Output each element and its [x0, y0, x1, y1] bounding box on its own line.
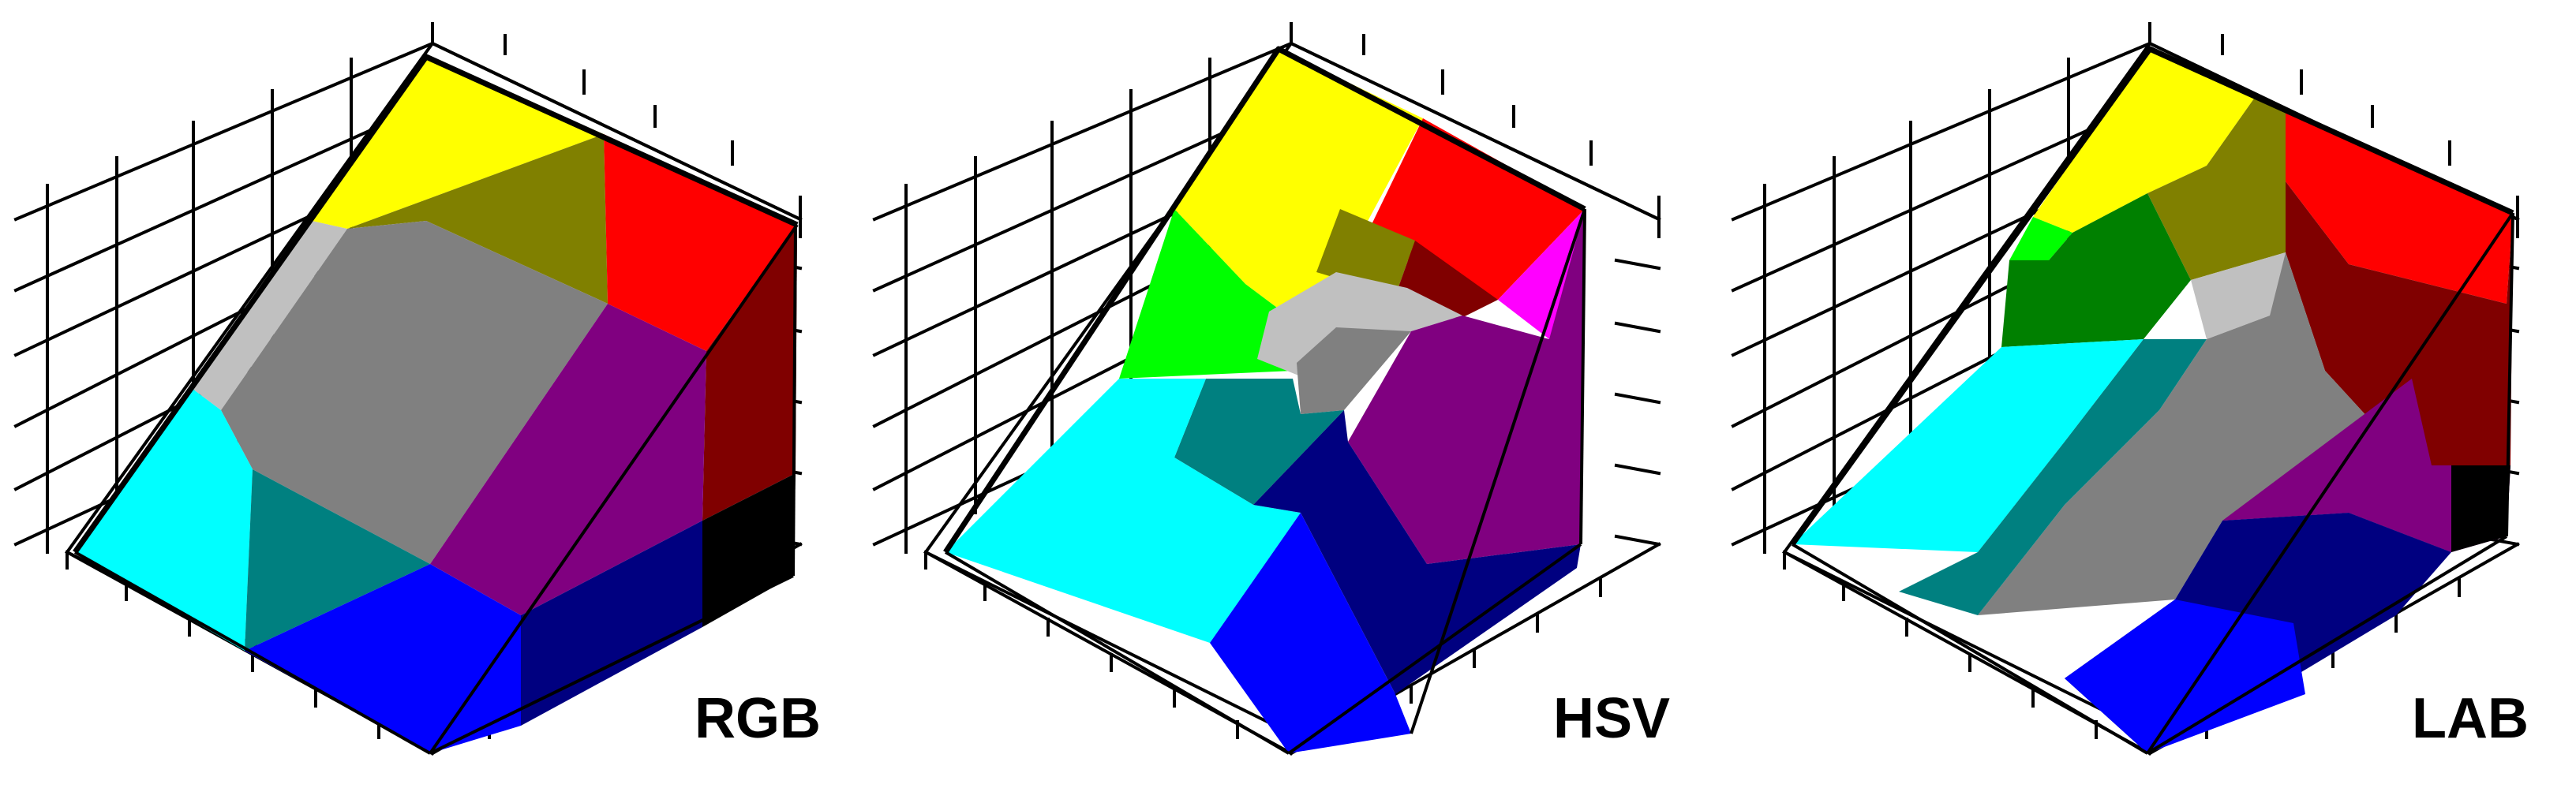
- lab-region-blue: [2065, 599, 2305, 753]
- rgb-regions: [75, 57, 797, 753]
- lab-region-purple-2: [2222, 379, 2451, 552]
- lab-region-silver: [2191, 252, 2286, 339]
- rgb-region-olive: [347, 134, 608, 304]
- hsv-region-purple: [1348, 209, 1585, 564]
- rgb-region-cyan: [75, 387, 253, 651]
- hsv-regions: [945, 49, 1585, 753]
- rgb-region-purple: [430, 304, 706, 615]
- rgb-region-silver: [189, 221, 347, 410]
- lab-region-green: [2001, 193, 2191, 347]
- lab-region-red: [2286, 110, 2513, 304]
- lab-region-teal: [1899, 339, 2207, 615]
- lab-panel: LAB: [1731, 22, 2529, 756]
- hsv-region-blue: [1210, 513, 1411, 753]
- lab-region-yellow: [2033, 49, 2254, 233]
- hsv-region-lime: [1119, 209, 1309, 379]
- lab-label: LAB: [2412, 687, 2529, 750]
- rgb-label: RGB: [695, 687, 821, 750]
- hsv-region-cyan: [945, 379, 1301, 643]
- rgb-region-black: [702, 473, 796, 627]
- hsv-region-teal: [1174, 379, 1344, 505]
- rgb-region-yellow: [312, 57, 604, 229]
- hsv-region-gray: [1297, 327, 1411, 414]
- rgb-region-red: [604, 134, 797, 351]
- rgb-region-navy: [521, 521, 702, 726]
- hsv-panel: HSV: [872, 22, 1670, 756]
- lab-region-cyan: [1792, 339, 2144, 552]
- rgb-panel: RGB: [13, 22, 821, 756]
- rgb-region-teal: [245, 469, 430, 651]
- lab-region-gray: [1978, 252, 2412, 615]
- hsv-label: HSV: [1553, 687, 1670, 750]
- rgb-region-maroon: [702, 225, 797, 521]
- lab-regions: [1792, 49, 2513, 753]
- hsv-region-navy: [1253, 410, 1581, 694]
- rgb-region-blue: [245, 564, 521, 753]
- lab-region-maroon: [2286, 181, 2513, 465]
- hsv-region-yellow: [1174, 49, 1423, 331]
- rgb-region-gray: [221, 221, 608, 564]
- lab-region-black: [2451, 465, 2510, 552]
- lab-region-olive: [2147, 99, 2286, 280]
- lab-region-lime: [2009, 217, 2072, 260]
